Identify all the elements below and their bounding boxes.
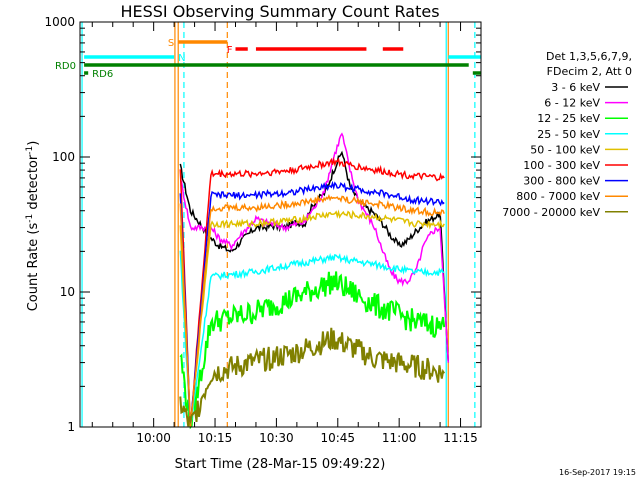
legend-entry-label: 3 - 6 keV [551,81,600,94]
y-axis-label-main: Count Rate (s [26,223,41,312]
x-axis-label: Start Time (28-Mar-15 09:49:22) [175,457,386,472]
legend-entry-label: 800 - 7000 keV [516,190,600,203]
y-axis-label: Count Rate (s-1 detector-1) [25,141,41,312]
series-line [179,327,446,427]
series-line [179,180,445,425]
series-line [179,271,446,430]
legend-header-line1: Det 1,3,5,6,7,9, [546,50,632,63]
legend-entry-label: 300 - 800 keV [523,175,600,188]
y-axis-label-end: ) [26,141,41,146]
x-tick-label: 10:45 [320,431,355,445]
flag-label-f: F [227,45,233,56]
series-line [179,209,445,424]
x-tick-label: 11:00 [382,431,417,445]
timestamp: 16-Sep-2017 19:15 [559,468,636,477]
flag-label-s: S [168,38,174,49]
legend-header-line2: FDecim 2, Att 0 [547,65,632,78]
legend-entry-label: 12 - 25 keV [537,112,600,125]
x-tick-label: 11:15 [443,431,478,445]
series-line [179,250,445,427]
plot-frame [79,21,482,428]
flag-label-rd0: RD0 [55,61,76,72]
y-axis-label-sup1: -1 [25,214,35,223]
x-axis: 10:00 10:15 10:30 10:45 11:00 11:15 [91,22,482,445]
flag-label-rd6: RD6 [92,69,113,80]
y-tick-label: 10 [60,285,75,299]
legend-entry-label: 25 - 50 keV [537,128,600,141]
y-axis: 1 10 100 1000 [44,15,481,434]
y-tick-label: 1000 [44,15,75,29]
legend-entry-label: 50 - 100 keV [530,143,600,156]
series-line [179,132,450,363]
series-lines [179,132,450,430]
flag-label-n: N [178,53,185,64]
series-line [179,193,445,428]
x-tick-label: 10:00 [136,431,171,445]
flag-labels: SN F RD0 RD6 [55,38,233,80]
y-tick-label: 1 [67,420,75,434]
series-line [179,156,445,428]
x-tick-label: 10:15 [198,431,233,445]
legend: 3 - 6 keV 6 - 12 keV 12 - 25 keV 25 - 50 ke… [502,81,628,219]
flag-bars [84,40,481,75]
legend-entry-label: 6 - 12 keV [544,97,600,110]
x-tick-label: 10:30 [259,431,294,445]
y-axis-label-sup2: -1 [25,146,35,155]
legend-entry-label: 100 - 300 keV [523,159,600,172]
legend-entry-label: 7000 - 20000 keV [502,206,600,219]
y-tick-label: 100 [52,150,75,164]
chart-title: HESSI Observing Summary Count Rates [120,2,439,21]
y-axis-label-mid: detector [26,154,41,214]
